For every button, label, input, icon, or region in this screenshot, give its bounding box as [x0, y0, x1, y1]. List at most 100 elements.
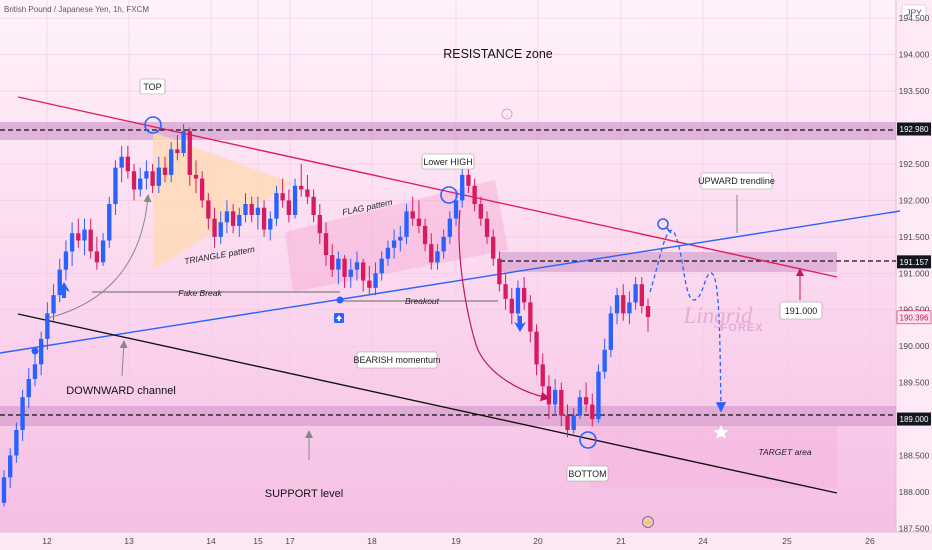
candle [26, 368, 31, 409]
candle-body [280, 193, 285, 201]
current-price-tag [896, 310, 932, 325]
candle [131, 163, 137, 201]
candle [88, 218, 93, 259]
candle [311, 189, 316, 223]
time-axis[interactable] [0, 532, 932, 550]
candle [354, 251, 360, 281]
candle-body [565, 415, 570, 430]
candle-body [614, 295, 620, 314]
candle [57, 258, 62, 303]
price-level-tag-label: 192.980 [900, 125, 929, 134]
candle [187, 127, 192, 186]
x-tick-label: 14 [206, 536, 216, 546]
candle [633, 276, 638, 310]
y-tick-label: 190.500 [899, 305, 930, 315]
candle-body [491, 236, 496, 259]
y-tick-label: 191.000 [899, 268, 930, 278]
candle [521, 276, 527, 310]
candle [156, 156, 161, 194]
candle [280, 178, 285, 208]
candle-body [299, 185, 304, 190]
candle [404, 204, 409, 245]
bottom-circle-marker [579, 431, 597, 449]
candle [602, 338, 607, 379]
candle [274, 185, 279, 226]
candle [243, 193, 248, 223]
candle [292, 178, 298, 219]
candle-body [8, 455, 13, 478]
candle [621, 284, 626, 321]
candle [342, 255, 347, 288]
candle-body [435, 251, 440, 263]
candle [199, 171, 205, 208]
candle [590, 393, 595, 427]
candle [162, 156, 168, 183]
candle-body [243, 204, 248, 215]
candle [645, 298, 651, 332]
target-price-label: 191.000 [785, 306, 818, 316]
markers: ↓ ⚡ [31, 108, 729, 528]
candle [385, 240, 391, 266]
candle-body [311, 196, 316, 215]
sell-signal-icon [514, 316, 526, 332]
candle [138, 167, 143, 197]
candle [472, 178, 477, 212]
candle-body [125, 156, 131, 172]
candle-body [410, 211, 415, 219]
y-axis-ticks: 187.500 188.000 188.500 189.000 189.500 190.0… [899, 13, 930, 533]
candle [268, 211, 273, 241]
candle-body [187, 131, 192, 175]
level-lines [0, 129, 896, 416]
candle-body [218, 222, 223, 237]
candle-body [138, 178, 143, 190]
candle-body [509, 298, 514, 314]
svg-text:↓: ↓ [505, 112, 509, 119]
candle [193, 160, 199, 194]
candle-body [14, 429, 19, 456]
candle [218, 211, 223, 245]
candle [534, 324, 539, 376]
candle [497, 251, 502, 292]
candle-body [51, 295, 56, 314]
candle-body [360, 262, 366, 281]
candle-body [398, 236, 403, 241]
x-tick-label: 24 [698, 536, 708, 546]
candle [422, 218, 428, 252]
candle-body [162, 167, 168, 175]
candle-body [199, 178, 205, 201]
price-tags: 192.980 191.157 189.000 190.396 [896, 122, 932, 426]
candle-body [57, 269, 62, 296]
candle [230, 204, 236, 234]
candle [181, 123, 186, 157]
breakout-dot [336, 296, 344, 304]
candle [82, 218, 87, 256]
candle-body [379, 258, 384, 274]
candle-body [354, 262, 360, 270]
candle [491, 229, 496, 266]
candle [416, 200, 422, 234]
candle [596, 364, 601, 423]
top-circle-marker [144, 116, 162, 134]
y-tick-label: 191.500 [899, 232, 930, 242]
candle-body [621, 295, 626, 314]
watermark-brand: Lingrid [682, 303, 753, 328]
candle [107, 196, 112, 248]
candle [76, 218, 81, 248]
candle [559, 382, 564, 427]
candle-body [497, 258, 502, 285]
projected-path [649, 229, 727, 413]
candle-body [119, 156, 124, 168]
candle [1, 470, 7, 507]
candle-body [131, 171, 137, 190]
candle [540, 353, 545, 398]
lower-high-circle-marker [440, 186, 458, 204]
candle [51, 284, 56, 321]
candle-body [82, 229, 87, 241]
candle [478, 196, 483, 226]
candle-body [429, 244, 434, 263]
candle-body [144, 171, 149, 179]
x-tick-label: 18 [367, 536, 377, 546]
candle [435, 244, 440, 270]
candle [286, 189, 292, 223]
